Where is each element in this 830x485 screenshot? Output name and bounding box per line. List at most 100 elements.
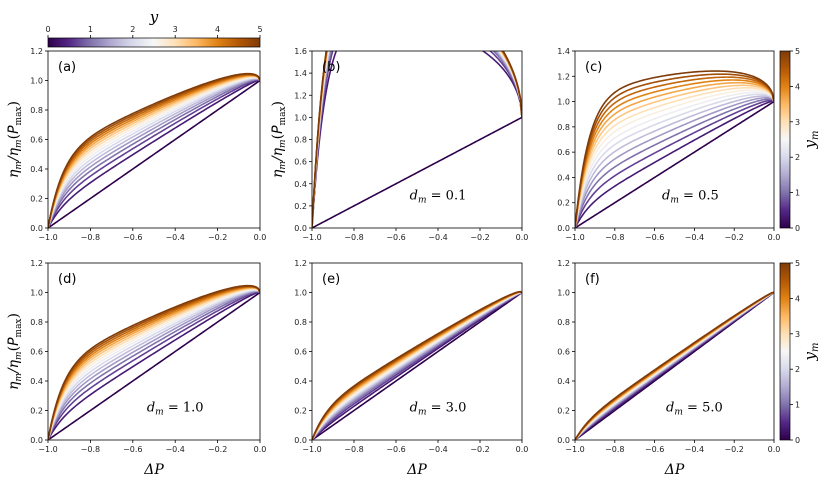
x-tick-label: −0.8 <box>81 445 100 454</box>
y-tick-label: 0.4 <box>30 165 43 174</box>
colorbar-gradient <box>779 50 791 229</box>
y-tick-label: 1.2 <box>294 259 307 268</box>
y-axis-label: ηm/ηm(Pmax) <box>6 101 24 178</box>
series-line <box>48 73 260 228</box>
series-line <box>48 285 260 440</box>
colorbar-label: ym <box>801 131 821 150</box>
x-tick-label: −0.8 <box>605 445 624 454</box>
colorbar-gradient <box>779 262 791 441</box>
x-tick-label: −1.0 <box>38 233 57 242</box>
y-tick-label: 1.0 <box>294 289 307 298</box>
x-axis-label: ΔP <box>664 462 685 478</box>
annotation-dm: dm = 0.1 <box>410 189 467 206</box>
y-tick-label: 0.8 <box>557 318 570 327</box>
colorbar-tick-label: 0 <box>795 436 800 445</box>
x-axis-label: ΔP <box>143 462 164 478</box>
annotation-dm: dm = 5.0 <box>666 401 723 418</box>
y-axis-label: ηm/ηm(Pmax) <box>270 101 288 178</box>
y-axis-label: ηm/ηm(Pmax) <box>6 313 24 390</box>
x-tick-label: 0.0 <box>516 233 529 242</box>
y-tick-label: 0.2 <box>294 407 307 416</box>
x-tick-label: −0.4 <box>428 233 447 242</box>
annotation-dm: dm = 3.0 <box>410 401 467 418</box>
series-line <box>312 291 522 440</box>
series-line <box>575 93 774 228</box>
y-tick-label: 1.4 <box>557 47 570 56</box>
y-tick-label: 0.4 <box>294 377 307 386</box>
series-line <box>575 84 774 228</box>
y-tick-label: 0.4 <box>30 377 43 386</box>
x-tick-label: 0.0 <box>516 445 529 454</box>
series-line <box>48 291 260 440</box>
plot-background <box>312 51 522 228</box>
series-line <box>575 96 774 228</box>
y-tick-label: 1.0 <box>30 289 43 298</box>
series-line <box>575 73 774 228</box>
y-tick-label: 0.8 <box>30 106 43 115</box>
colorbar-label: ym <box>801 343 821 362</box>
panel-label: (d) <box>58 272 76 287</box>
series-line <box>48 72 260 228</box>
x-tick-label: −0.6 <box>645 445 664 454</box>
series-line <box>48 78 260 228</box>
series-line <box>48 73 260 228</box>
series-line <box>575 86 774 228</box>
series-line <box>575 89 774 228</box>
series-line <box>48 288 260 440</box>
colorbar-tick-label: 2 <box>130 25 135 34</box>
series-line <box>48 79 260 228</box>
axes-frame <box>574 50 775 229</box>
colorbar-tick-label: 0 <box>795 224 800 233</box>
series-line <box>48 290 260 440</box>
x-tick-label: −0.4 <box>685 445 704 454</box>
panel-f: −1.0 −0.8 −0.6 −0.4 −0.2 0.0 0.0 0.2 0.4 0.6 0.8 1.… <box>557 259 780 478</box>
y-tick-label: 0.6 <box>557 348 570 357</box>
series-line <box>48 286 260 440</box>
series-line <box>48 75 260 228</box>
y-tick-label: 0.6 <box>30 136 43 145</box>
series-line <box>48 77 260 228</box>
curves <box>312 51 522 228</box>
colorbar-tick-label: 3 <box>795 118 800 127</box>
colorbar-tick-label: 1 <box>795 189 800 198</box>
y-tick-label: 0.0 <box>557 436 570 445</box>
series-line <box>575 100 774 228</box>
y-tick-label: 1.0 <box>294 113 307 122</box>
curves <box>48 284 260 440</box>
x-tick-label: −0.2 <box>724 445 743 454</box>
y-tick-label: 0.4 <box>557 377 570 386</box>
series-line <box>575 95 774 228</box>
series-line <box>48 74 260 228</box>
x-tick-label: −0.2 <box>208 445 227 454</box>
series-line <box>48 76 260 228</box>
colorbar-right-2: 0 1 2 3 4 5 ym <box>779 259 821 445</box>
y-tick-label: 0.0 <box>294 224 307 233</box>
series-line <box>48 76 260 228</box>
series-line <box>575 98 774 228</box>
series-line <box>48 287 260 440</box>
x-tick-label: −0.6 <box>386 233 405 242</box>
series-line <box>575 79 774 228</box>
series-line <box>48 287 260 440</box>
x-tick-label: 0.0 <box>254 233 267 242</box>
colorbar-tick-label: 4 <box>795 82 800 91</box>
x-tick-label: −1.0 <box>565 445 584 454</box>
y-tick-label: 0.8 <box>30 318 43 327</box>
colorbar-label: y <box>149 8 159 26</box>
panel-d: −1.0 −0.8 −0.6 −0.4 −0.2 0.0 0.0 0.2 0.4 0.6 0.8 1.… <box>6 259 266 478</box>
series-line <box>575 91 774 228</box>
y-tick-label: 1.2 <box>30 259 43 268</box>
series-line <box>48 289 260 440</box>
series-line <box>48 78 260 228</box>
x-tick-label: −0.4 <box>165 445 184 454</box>
curves <box>575 70 774 228</box>
y-tick-label: 1.0 <box>30 77 43 86</box>
y-tick-label: 0.0 <box>30 224 43 233</box>
x-tick-label: −0.4 <box>685 233 704 242</box>
y-tick-label: 0.6 <box>294 158 307 167</box>
x-tick-label: −0.6 <box>123 233 142 242</box>
x-tick-label: −1.0 <box>38 445 57 454</box>
colorbar-tick-label: 1 <box>88 25 93 34</box>
y-tick-label: 0.2 <box>294 202 307 211</box>
colorbar-tick-label: 5 <box>795 47 800 56</box>
